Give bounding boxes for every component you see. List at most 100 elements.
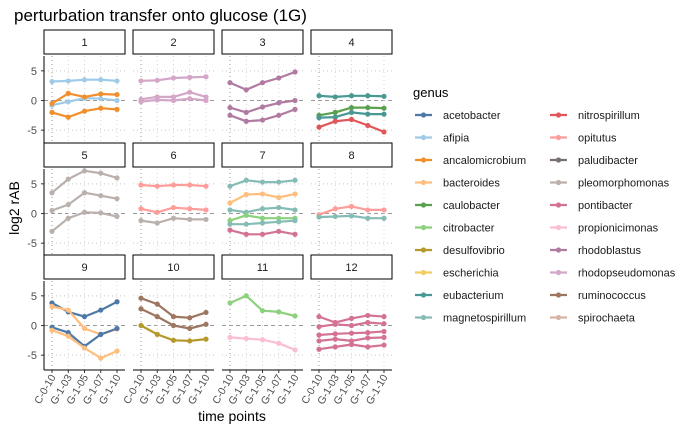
legend-title: genus: [413, 85, 449, 100]
data-point-opitutus: [187, 182, 193, 188]
data-point-rhodoblastus: [259, 104, 266, 110]
legend: acetobacter afipia ancalomicrobium bacteroi…: [415, 110, 676, 325]
y-axis-title: log2 rAB: [6, 181, 22, 235]
data-point-caulobacter: [348, 105, 355, 111]
data-point-bacteroides: [81, 325, 88, 332]
legend-item-afipia: afipia: [415, 133, 470, 145]
data-point-rhodopseudomonas: [138, 99, 144, 105]
data-point-afipia: [49, 78, 55, 85]
legend-label: citrobacter: [443, 223, 495, 235]
legend-key-point: [420, 224, 427, 231]
data-point-pontibacter: [316, 346, 322, 352]
legend-item-caulobacter: caulobacter: [415, 200, 500, 212]
data-point-eubacterium: [348, 93, 355, 99]
facet-strip: [310, 29, 393, 55]
plot-area: C-0-10G-1-03G-1-05G-1-07G-1-10: [210, 281, 303, 407]
plot-area: [133, 169, 214, 258]
data-point-desulfovibrio: [187, 338, 193, 344]
data-point-desulfovibrio: [203, 336, 209, 342]
data-point-pontibacter: [227, 227, 233, 233]
legend-item-rhodoblastus: rhodoblastus: [550, 245, 641, 257]
data-point-magnetospirillum: [381, 215, 387, 221]
data-point-opitutus: [381, 207, 387, 213]
data-point-citrobacter: [292, 313, 298, 319]
legend-label: pleomorphomonas: [578, 178, 670, 190]
facet-strip: [43, 29, 126, 55]
plot-area: [222, 56, 303, 145]
chart-title: perturbation transfer onto glucose (1G): [14, 6, 307, 25]
data-point-pleomorphomonas: [81, 168, 88, 174]
facet-strip: [132, 142, 215, 168]
data-point-opitutus: [138, 182, 144, 188]
plot-area: [222, 169, 303, 258]
facet-panel-12: 12 C-0-10G-1-03G-1-05G-1-07G-1-10: [299, 254, 393, 407]
data-point-rhodopseudomonas: [187, 89, 193, 95]
legend-label: ruminococcus: [578, 290, 646, 302]
data-point-ancalomicrobium: [65, 90, 71, 96]
data-point-citrobacter: [227, 300, 233, 306]
data-point-opitutus: [154, 183, 160, 189]
data-point-ruminococcus: [154, 301, 160, 307]
data-point-pontibacter: [316, 314, 322, 320]
plot-area: C-0-10G-1-03G-1-05G-1-07G-1-10: [121, 281, 214, 407]
legend-label: rhodoblastus: [578, 245, 641, 257]
facet-label: 4: [348, 37, 354, 49]
data-point-rhodoblastus: [292, 69, 298, 75]
data-point-pontibacter: [381, 334, 387, 340]
data-point-bacteroides: [227, 200, 233, 206]
data-point-caulobacter: [332, 109, 338, 115]
data-point-pontibacter: [348, 330, 355, 336]
data-point-eubacterium: [316, 93, 322, 99]
data-point-opitutus: [170, 204, 177, 211]
facet-strip: [43, 254, 126, 280]
facet-label: 11: [257, 262, 268, 274]
legend-label: eubacterium: [443, 290, 504, 302]
x-axis-title: time points: [198, 408, 266, 424]
data-point-pleomorphomonas: [170, 215, 177, 221]
data-point-acetobacter: [81, 314, 88, 320]
data-point-pontibacter: [348, 338, 355, 344]
data-point-opitutus: [138, 206, 144, 212]
data-point-rhodoblastus: [227, 112, 233, 118]
plot-area: [311, 56, 392, 145]
data-point-rhodoblastus: [243, 118, 249, 124]
legend-key-point: [420, 269, 427, 276]
plot-area: C-0-10G-1-03G-1-05G-1-07G-1-10: [299, 281, 392, 407]
data-point-propionicimonas: [227, 334, 233, 340]
data-point-caulobacter: [381, 105, 387, 111]
data-point-afipia: [65, 99, 71, 105]
data-point-pontibacter: [316, 338, 322, 344]
data-point-magnetospirillum: [227, 207, 233, 213]
data-point-pleomorphomonas: [98, 193, 104, 199]
facet-strip: [132, 29, 215, 55]
data-point-pontibacter: [332, 336, 338, 342]
legend-key-point: [555, 157, 562, 163]
legend-label: opitutus: [578, 133, 617, 145]
data-point-pontibacter: [381, 321, 387, 327]
data-point-ruminococcus: [154, 314, 160, 320]
data-point-rhodopseudomonas: [203, 97, 209, 104]
data-point-ruminococcus: [170, 322, 177, 329]
data-point-pontibacter: [316, 324, 322, 330]
data-point-bacteroides: [243, 191, 249, 198]
legend-label: nitrospirillum: [578, 110, 640, 122]
data-point-opitutus: [154, 209, 160, 215]
data-point-afipia: [81, 77, 88, 83]
plot-area: -5 0 5: [27, 56, 125, 145]
data-point-propionicimonas: [276, 340, 282, 346]
y-tick-label: 5: [31, 66, 37, 78]
data-point-citrobacter: [243, 212, 249, 218]
data-point-eubacterium: [316, 115, 322, 121]
data-point-magnetospirillum: [243, 221, 249, 227]
data-point-rhodopseudomonas: [170, 94, 177, 100]
data-point-ruminococcus: [170, 314, 177, 320]
legend-key-point: [420, 202, 427, 208]
data-point-rhodoblastus: [292, 106, 298, 112]
data-point-pontibacter: [316, 332, 322, 338]
legend-label: desulfovibrio: [443, 245, 505, 257]
facet-label: 9: [81, 262, 87, 274]
data-point-opitutus: [203, 207, 209, 213]
data-point-opitutus: [348, 203, 355, 209]
facet-panel-7: 7: [221, 142, 304, 258]
